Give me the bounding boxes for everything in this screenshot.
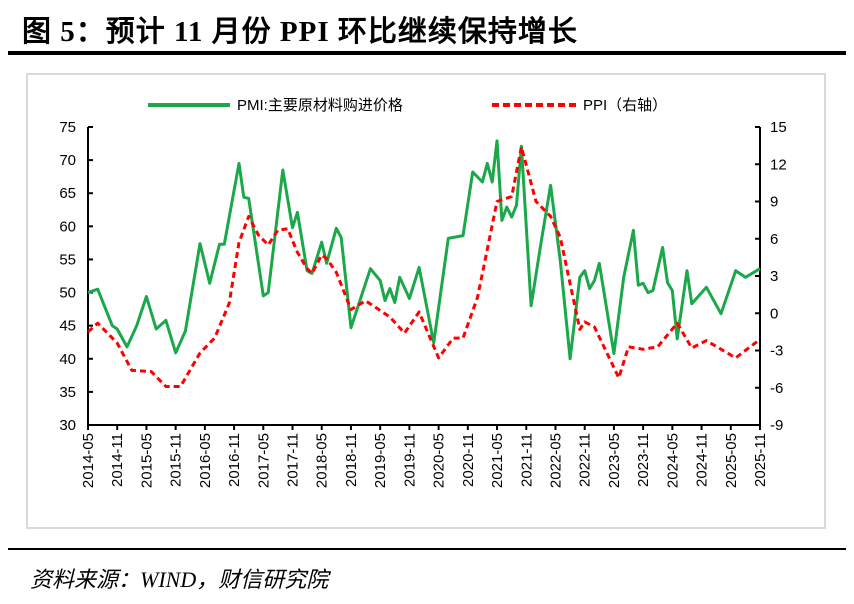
x-tick-label: 2022-05 — [547, 433, 564, 488]
x-tick-label: 2014-11 — [109, 433, 126, 487]
x-tick-label: 2017-05 — [255, 433, 272, 488]
x-tick-label: 2018-11 — [343, 433, 360, 487]
x-tick-label: 2019-05 — [372, 433, 389, 488]
left-tick-label: 40 — [59, 351, 76, 368]
right-tick-label: -3 — [770, 343, 783, 360]
pmi-series-line — [87, 139, 761, 361]
right-tick-label: 9 — [770, 194, 778, 211]
right-tick-label: -9 — [770, 417, 783, 434]
source-rule — [8, 548, 846, 550]
x-tick-label: 2017-11 — [285, 433, 302, 487]
right-tick-label: 12 — [770, 156, 787, 173]
x-tick-label: 2020-11 — [460, 433, 477, 487]
x-tick-label: 2016-11 — [226, 433, 243, 487]
legend-pmi-label: PMI:主要原材料购进价格 — [237, 97, 403, 114]
title-rule — [8, 51, 846, 55]
left-tick-label: 65 — [59, 185, 76, 202]
left-tick-label: 75 — [59, 119, 76, 136]
x-tick-label: 2025-11 — [752, 433, 769, 487]
figure-title: 图 5：预计 11 月份 PPI 环比继续保持增长 — [22, 16, 578, 48]
chart-frame — [26, 73, 826, 529]
x-tick-label: 2018-05 — [314, 433, 331, 488]
left-tick-label: 50 — [59, 285, 76, 302]
right-tick-label: 0 — [770, 305, 778, 322]
x-tick-label: 2025-05 — [723, 433, 740, 488]
right-tick-label: -6 — [770, 380, 783, 397]
left-tick-label: 30 — [59, 417, 76, 434]
left-tick-label: 70 — [59, 152, 76, 169]
x-tick-label: 2015-05 — [138, 433, 155, 488]
x-tick-label: 2015-11 — [168, 433, 185, 487]
x-tick-label: 2021-11 — [518, 433, 535, 487]
left-tick-label: 55 — [59, 251, 76, 268]
x-tick-label: 2023-11 — [635, 433, 652, 487]
right-tick-label: 15 — [770, 119, 787, 136]
x-tick-label: 2023-05 — [606, 433, 623, 488]
x-tick-label: 2024-11 — [694, 433, 711, 487]
x-tick-label: 2020-05 — [431, 433, 448, 488]
right-tick-label: 3 — [770, 268, 778, 285]
x-tick-label: 2024-05 — [664, 433, 681, 488]
right-tick-label: 6 — [770, 231, 778, 248]
left-tick-label: 45 — [59, 318, 76, 335]
source-note: 资料来源：WIND，财信研究院 — [30, 567, 329, 592]
x-tick-label: 2021-05 — [489, 433, 506, 488]
left-tick-label: 35 — [59, 384, 76, 401]
legend-ppi-label: PPI（右轴） — [583, 97, 667, 114]
left-tick-label: 60 — [59, 218, 76, 235]
x-tick-label: 2019-11 — [401, 433, 418, 487]
x-tick-label: 2022-11 — [577, 433, 594, 487]
x-tick-label: 2016-05 — [197, 433, 214, 488]
x-tick-label: 2014-05 — [80, 433, 97, 488]
